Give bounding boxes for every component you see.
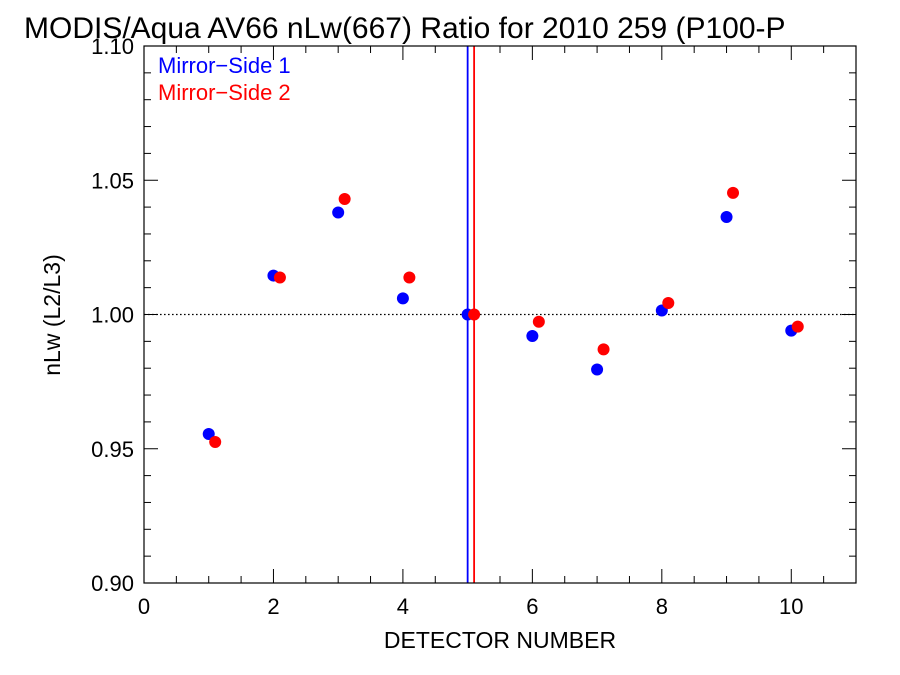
x-tick-label: 6	[526, 594, 538, 619]
data-point-series-1	[396, 292, 409, 305]
data-point-series-2	[791, 320, 804, 333]
data-point-series-2	[597, 343, 610, 356]
data-points	[202, 186, 804, 449]
tick-labels: 0 2 4 6 8 10 0.90 0.95 1.00 1.05 1.10	[91, 34, 803, 619]
x-tick-label: 0	[138, 594, 150, 619]
data-point-series-1	[332, 206, 345, 219]
data-point-series-2	[532, 315, 545, 328]
chart-title: MODIS/Aqua AV66 nLw(667) Ratio for 2010 …	[24, 12, 786, 45]
x-axis-label: DETECTOR NUMBER	[384, 627, 616, 653]
data-point-series-2	[403, 271, 416, 284]
data-point-series-1	[526, 329, 539, 342]
data-point-series-1	[202, 427, 215, 440]
data-point-series-2	[727, 186, 740, 199]
legend-entry-2: Mirror−Side 2	[158, 80, 291, 105]
data-point-series-2	[468, 308, 481, 321]
data-point-series-2	[273, 271, 286, 284]
y-tick-label: 1.10	[91, 34, 134, 59]
y-tick-label: 0.90	[91, 571, 134, 596]
y-tick-label: 1.00	[91, 303, 134, 328]
x-tick-label: 10	[779, 594, 803, 619]
y-tick-label: 0.95	[91, 437, 134, 462]
y-axis-label: nLw (L2/L3)	[39, 254, 65, 375]
x-tick-label: 8	[656, 594, 668, 619]
plot-frame	[143, 45, 857, 584]
data-point-series-2	[209, 436, 222, 449]
x-tick-label: 2	[267, 594, 279, 619]
data-point-series-2	[662, 296, 675, 309]
legend-entry-1: Mirror−Side 1	[158, 53, 291, 78]
x-tick-label: 4	[397, 594, 409, 619]
y-tick-label: 1.05	[91, 168, 134, 193]
data-point-series-1	[591, 363, 604, 376]
data-point-series-2	[338, 193, 351, 206]
data-point-series-1	[720, 211, 733, 224]
